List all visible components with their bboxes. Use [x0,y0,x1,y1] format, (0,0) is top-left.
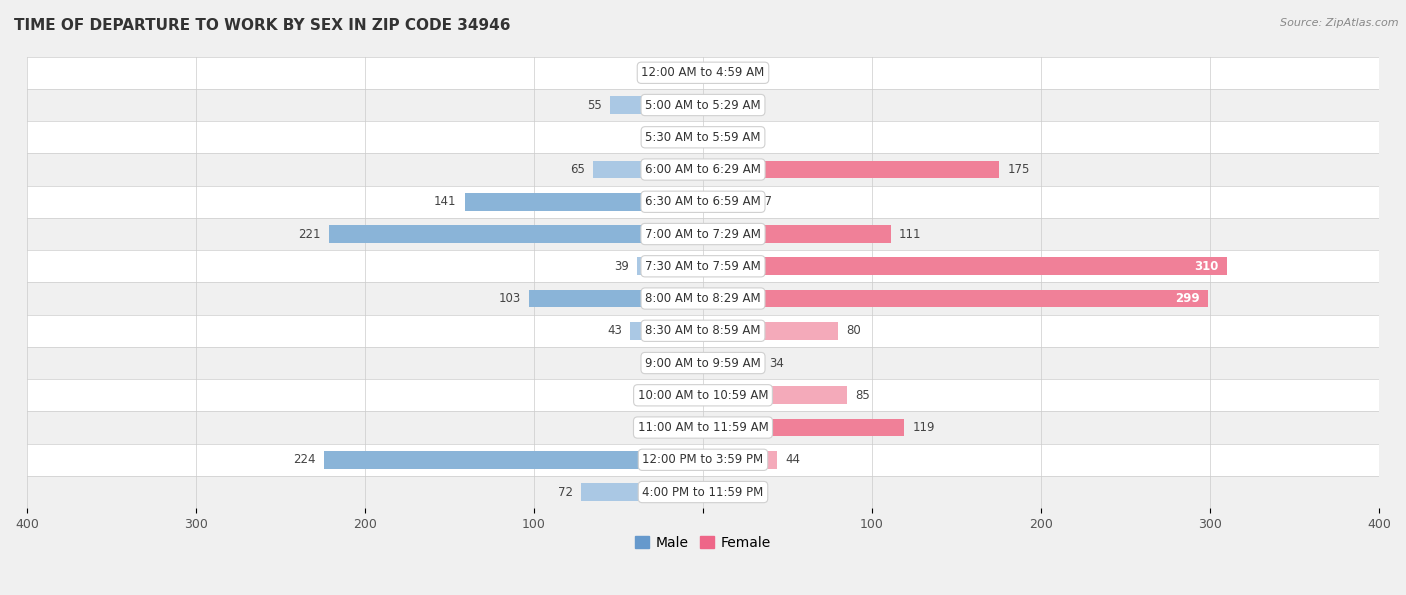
Text: 72: 72 [558,486,572,499]
Text: 0: 0 [688,421,695,434]
Bar [703,193,748,211]
Bar [27,121,1379,154]
Text: 4:00 PM to 11:59 PM: 4:00 PM to 11:59 PM [643,486,763,499]
Text: 44: 44 [786,453,801,466]
Text: 7:00 AM to 7:29 AM: 7:00 AM to 7:29 AM [645,227,761,240]
Bar [27,444,1379,476]
Bar [593,161,703,178]
Bar [27,218,1379,250]
Bar [703,419,904,436]
Bar [664,64,703,82]
Bar [703,451,778,469]
Text: 5:00 AM to 5:29 AM: 5:00 AM to 5:29 AM [645,99,761,111]
Text: 65: 65 [569,163,585,176]
Text: 141: 141 [433,195,456,208]
Bar [610,96,703,114]
Bar [630,322,703,340]
Bar [27,186,1379,218]
Text: 221: 221 [298,227,321,240]
Text: 80: 80 [846,324,862,337]
Bar [655,386,703,404]
Text: 12:00 PM to 3:59 PM: 12:00 PM to 3:59 PM [643,453,763,466]
Text: 5: 5 [679,356,686,369]
Bar [27,476,1379,508]
Text: 12:00 AM to 4:59 AM: 12:00 AM to 4:59 AM [641,66,765,79]
Bar [581,483,703,501]
Bar [329,225,703,243]
Text: 224: 224 [294,453,316,466]
Bar [703,354,761,372]
Text: 15: 15 [737,131,752,144]
Text: 8:00 AM to 8:29 AM: 8:00 AM to 8:29 AM [645,292,761,305]
Text: 0: 0 [711,99,718,111]
Bar [703,322,838,340]
Text: 5:30 AM to 5:59 AM: 5:30 AM to 5:59 AM [645,131,761,144]
Bar [637,258,703,275]
Bar [703,64,721,82]
Text: 6:00 AM to 6:29 AM: 6:00 AM to 6:29 AM [645,163,761,176]
Text: 39: 39 [614,260,628,273]
Text: 34: 34 [769,356,783,369]
Bar [27,250,1379,283]
Text: 11: 11 [730,66,745,79]
Text: 6:30 AM to 6:59 AM: 6:30 AM to 6:59 AM [645,195,761,208]
Text: 85: 85 [855,389,870,402]
Text: Source: ZipAtlas.com: Source: ZipAtlas.com [1281,18,1399,28]
Bar [703,258,1227,275]
Text: 7: 7 [675,131,683,144]
Bar [27,89,1379,121]
Bar [703,386,846,404]
Text: 10:00 AM to 10:59 AM: 10:00 AM to 10:59 AM [638,389,768,402]
Text: 28: 28 [633,389,647,402]
Bar [529,290,703,308]
Bar [27,347,1379,379]
Text: 8:30 AM to 8:59 AM: 8:30 AM to 8:59 AM [645,324,761,337]
Bar [27,154,1379,186]
Bar [27,315,1379,347]
Bar [695,354,703,372]
Text: 119: 119 [912,421,935,434]
Text: 9:00 AM to 9:59 AM: 9:00 AM to 9:59 AM [645,356,761,369]
Text: TIME OF DEPARTURE TO WORK BY SEX IN ZIP CODE 34946: TIME OF DEPARTURE TO WORK BY SEX IN ZIP … [14,18,510,33]
Text: 310: 310 [1194,260,1219,273]
Text: 103: 103 [498,292,520,305]
Bar [325,451,703,469]
Text: 27: 27 [756,195,772,208]
Bar [703,225,890,243]
Bar [703,290,1208,308]
Text: 175: 175 [1007,163,1029,176]
Bar [27,57,1379,89]
Bar [692,129,703,146]
Text: 43: 43 [607,324,621,337]
Bar [703,161,998,178]
Text: 7:30 AM to 7:59 AM: 7:30 AM to 7:59 AM [645,260,761,273]
Bar [27,411,1379,444]
Bar [703,129,728,146]
Text: 55: 55 [586,99,602,111]
Bar [465,193,703,211]
Text: 11:00 AM to 11:59 AM: 11:00 AM to 11:59 AM [638,421,768,434]
Text: 23: 23 [641,66,655,79]
Text: 299: 299 [1175,292,1199,305]
Bar [27,379,1379,411]
Bar [27,283,1379,315]
Text: 0: 0 [711,486,718,499]
Legend: Male, Female: Male, Female [630,530,776,555]
Text: 111: 111 [898,227,921,240]
